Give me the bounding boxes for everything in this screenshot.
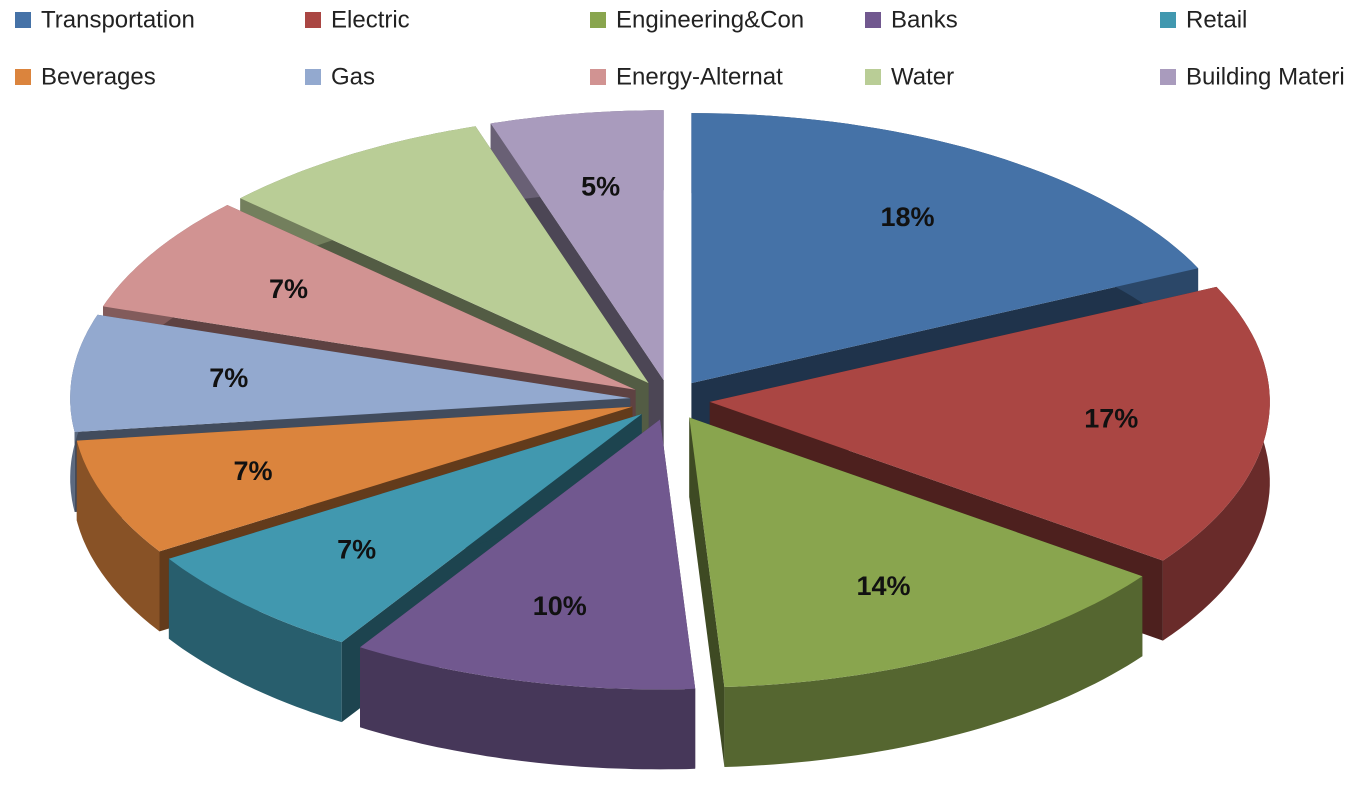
legend-label: Transportation <box>41 6 195 33</box>
legend-label: Energy-Alternat <box>616 63 783 90</box>
legend-swatch <box>590 69 606 85</box>
slice <box>360 419 696 770</box>
legend-swatch <box>1160 69 1176 85</box>
slice <box>689 417 1143 767</box>
slice-top <box>691 113 1199 384</box>
data-label: 5% <box>581 171 620 201</box>
legend-swatch <box>1160 12 1176 28</box>
slice-side <box>168 558 342 723</box>
legend-label: Banks <box>891 6 958 33</box>
data-label: 10% <box>533 591 587 621</box>
data-label: 7% <box>233 456 272 486</box>
slice-top <box>76 406 633 552</box>
legend-swatch <box>305 69 321 85</box>
slice-top <box>689 417 1143 687</box>
legend-label: Gas <box>331 63 375 90</box>
legend-swatch <box>15 69 31 85</box>
legend-swatch <box>865 12 881 28</box>
legend-label: Beverages <box>41 63 156 90</box>
legend-label: Electric <box>331 6 410 33</box>
legend-swatch <box>305 12 321 28</box>
data-label: 18% <box>880 202 934 232</box>
data-label: 14% <box>856 571 910 601</box>
slice-top <box>240 126 649 384</box>
legend-swatch <box>590 12 606 28</box>
slice-side <box>76 440 160 632</box>
legend-label: Building Materi <box>1186 63 1345 90</box>
legend-swatch <box>15 12 31 28</box>
slice-top <box>70 314 631 432</box>
legend-label: Engineering&Con <box>616 6 804 33</box>
legend-swatch <box>865 69 881 85</box>
legend-label: Water <box>891 63 954 90</box>
data-label: 7% <box>337 535 376 565</box>
slice-top <box>360 419 696 690</box>
slice-side <box>360 647 696 770</box>
data-label: 7% <box>269 274 308 304</box>
data-label: 7% <box>209 363 248 393</box>
legend-label: Retail <box>1186 6 1247 33</box>
slice-wall <box>689 417 725 767</box>
slice-side <box>724 576 1143 767</box>
slice-top <box>103 205 636 390</box>
slice-top <box>168 414 642 643</box>
data-label: 17% <box>1084 403 1138 433</box>
slice-top <box>490 110 664 381</box>
slice-top <box>709 286 1270 561</box>
